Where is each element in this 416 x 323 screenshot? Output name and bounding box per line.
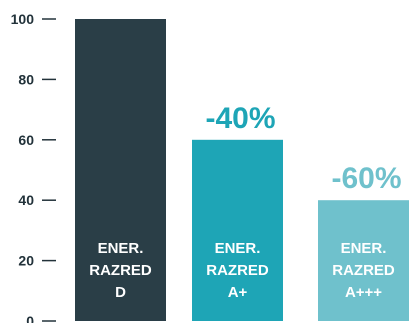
bar-category-label: A+++ [345, 284, 382, 301]
y-tick-label: 100 [11, 11, 35, 27]
y-axis: 100 80 60 40 20 0 [11, 11, 56, 323]
bar-category-label: ENER. [98, 240, 144, 257]
y-tick-label: 40 [18, 192, 34, 208]
bars: ENER. RAZRED D ENER. RAZRED A+ -40% ENER. RAZRED… [75, 19, 409, 321]
y-tick-label: 0 [26, 313, 34, 323]
bar-category-label: RAZRED [206, 262, 269, 279]
bar-category-label: RAZRED [89, 262, 152, 279]
bar-reduction-label: -60% [331, 162, 401, 195]
y-tick-label: 60 [18, 132, 34, 148]
bar [192, 139, 283, 321]
bar-category-label: D [115, 284, 126, 301]
bar-category-label: A+ [228, 284, 248, 301]
y-tick-label: 20 [18, 253, 34, 269]
bar-category-label: ENER. [215, 240, 261, 257]
bar [75, 19, 166, 321]
y-tick-label: 80 [18, 71, 34, 87]
bar-category-label: RAZRED [332, 262, 395, 279]
bar-category-label: ENER. [341, 240, 387, 257]
bar [318, 200, 409, 321]
bar-reduction-label: -40% [205, 102, 275, 135]
